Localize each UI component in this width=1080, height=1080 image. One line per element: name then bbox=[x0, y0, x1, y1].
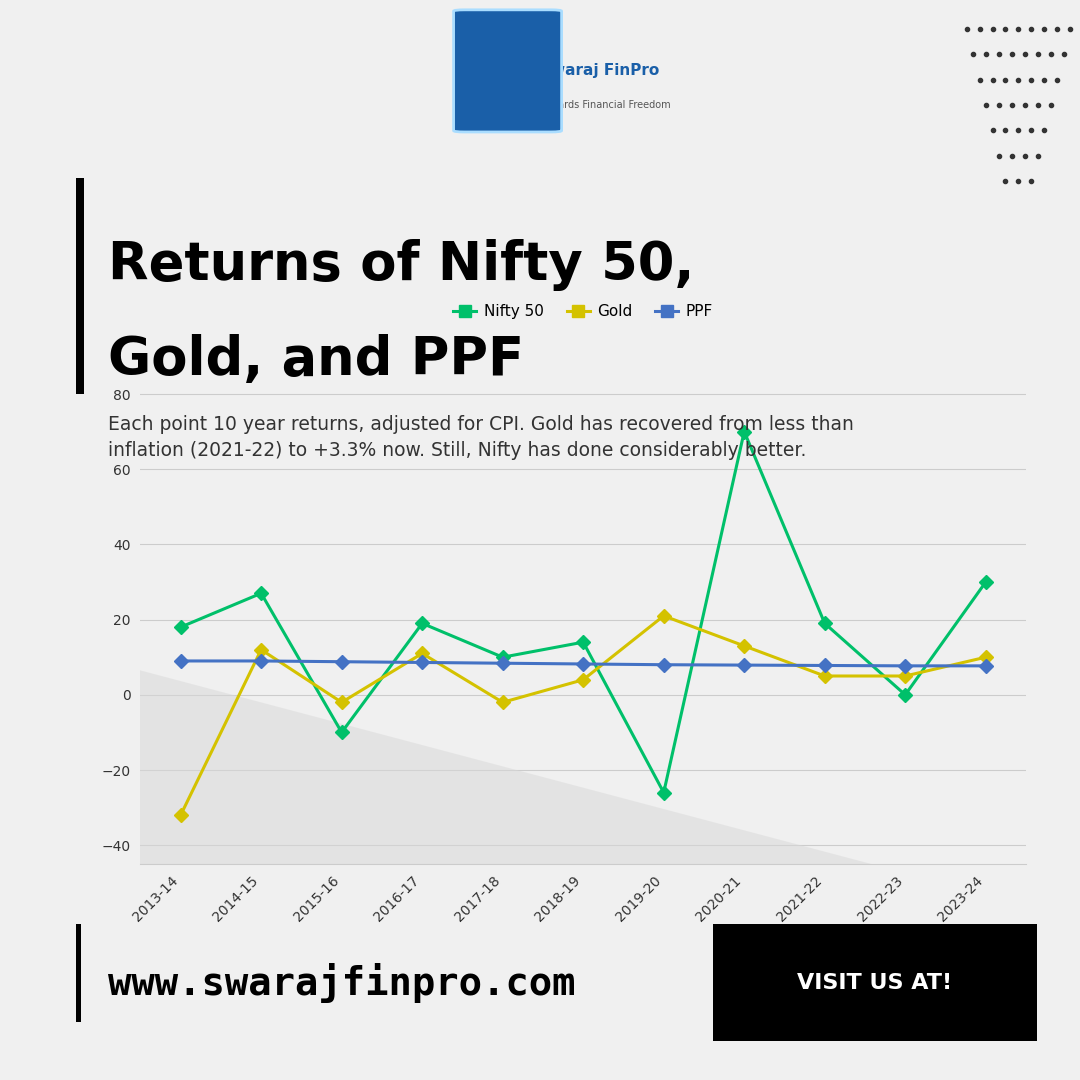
Nifty 50 bbox=[658, 786, 671, 799]
Gold bbox=[980, 651, 993, 664]
Nifty 50 bbox=[174, 621, 187, 634]
Nifty 50 bbox=[738, 426, 751, 438]
Gold bbox=[496, 696, 509, 708]
Line: Gold: Gold bbox=[176, 611, 990, 820]
PPF bbox=[819, 659, 832, 672]
PPF bbox=[658, 658, 671, 671]
Text: Each point 10 year returns, adjusted for CPI. Gold has recovered from less than
: Each point 10 year returns, adjusted for… bbox=[108, 415, 854, 460]
Gold bbox=[819, 670, 832, 683]
Legend: Nifty 50, Gold, PPF: Nifty 50, Gold, PPF bbox=[447, 298, 719, 325]
PPF bbox=[577, 658, 590, 671]
Line: Nifty 50: Nifty 50 bbox=[176, 427, 990, 797]
Gold bbox=[416, 647, 429, 660]
Gold bbox=[174, 809, 187, 822]
FancyBboxPatch shape bbox=[454, 10, 562, 132]
Wedge shape bbox=[0, 616, 1080, 1080]
PPF bbox=[496, 657, 509, 670]
Text: Towards Financial Freedom: Towards Financial Freedom bbox=[540, 100, 671, 110]
Text: VISIT US AT!: VISIT US AT! bbox=[797, 973, 953, 993]
Gold bbox=[335, 696, 348, 708]
Nifty 50 bbox=[255, 586, 268, 599]
Line: PPF: PPF bbox=[176, 656, 990, 671]
Nifty 50 bbox=[496, 651, 509, 664]
PPF bbox=[416, 656, 429, 669]
PPF bbox=[980, 660, 993, 673]
Nifty 50 bbox=[899, 688, 912, 701]
Text: Gold, and PPF: Gold, and PPF bbox=[108, 334, 524, 386]
Bar bbox=[76, 178, 84, 394]
PPF bbox=[899, 660, 912, 673]
Nifty 50 bbox=[335, 726, 348, 739]
PPF bbox=[738, 659, 751, 672]
Gold bbox=[255, 644, 268, 657]
Nifty 50 bbox=[980, 576, 993, 589]
Text: www.swarajfinpro.com: www.swarajfinpro.com bbox=[108, 962, 576, 1003]
FancyBboxPatch shape bbox=[713, 924, 1037, 1041]
Gold bbox=[899, 670, 912, 683]
Bar bbox=[76, 924, 81, 1022]
Gold bbox=[577, 673, 590, 686]
Nifty 50 bbox=[819, 617, 832, 630]
Gold bbox=[738, 639, 751, 652]
Gold bbox=[658, 609, 671, 622]
Text: Returns of Nifty 50,: Returns of Nifty 50, bbox=[108, 239, 694, 291]
PPF bbox=[255, 654, 268, 667]
Nifty 50 bbox=[577, 636, 590, 649]
Nifty 50 bbox=[416, 617, 429, 630]
PPF bbox=[174, 654, 187, 667]
PPF bbox=[335, 656, 348, 669]
Text: Swaraj FinPro: Swaraj FinPro bbox=[540, 63, 659, 78]
